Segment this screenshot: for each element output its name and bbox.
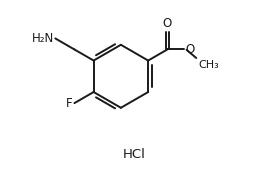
- Text: H₂N: H₂N: [32, 32, 54, 45]
- Text: O: O: [185, 43, 194, 56]
- Text: O: O: [163, 17, 172, 30]
- Text: HCl: HCl: [123, 148, 146, 161]
- Text: F: F: [66, 97, 73, 110]
- Text: CH₃: CH₃: [198, 60, 219, 70]
